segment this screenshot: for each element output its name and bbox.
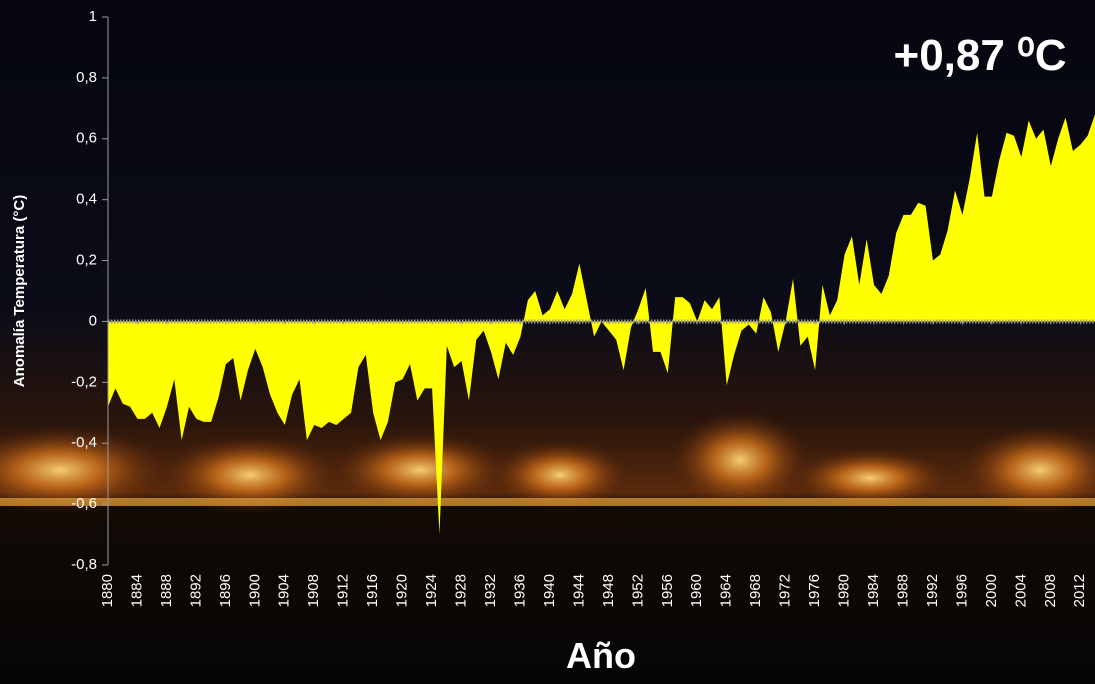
x-tick-label: 1968 (747, 574, 764, 607)
y-tick-label: 0 (89, 312, 97, 329)
x-tick-label: 1984 (865, 574, 882, 607)
x-tick-label: 1976 (806, 574, 823, 607)
x-tick-label: 1932 (482, 574, 499, 607)
x-tick-label: 1972 (777, 574, 794, 607)
x-tick-label: 2008 (1042, 574, 1059, 607)
x-tick-label: 1924 (423, 574, 440, 607)
y-tick-label: -0,4 (71, 434, 97, 451)
x-tick-label: 2004 (1012, 574, 1029, 607)
y-tick-label: 0,4 (76, 191, 97, 208)
x-tick-label: 1884 (128, 574, 145, 607)
y-tick-label: 1 (89, 8, 97, 25)
x-tick-label: 1944 (570, 574, 587, 607)
x-tick-label: 1892 (187, 574, 204, 607)
x-axis-title: Año (566, 635, 636, 676)
x-tick-label: 1888 (158, 574, 175, 607)
x-tick-label: 1992 (924, 574, 941, 607)
x-tick-label: 1920 (394, 574, 411, 607)
x-tick-label: 2012 (1071, 574, 1088, 607)
x-tick-label: 1928 (453, 574, 470, 607)
area (108, 114, 1095, 535)
x-tick-label: 1996 (953, 574, 970, 607)
x-tick-label: 1900 (246, 574, 263, 607)
x-tick-label: 2000 (983, 574, 1000, 607)
x-tick-label: 1956 (659, 574, 676, 607)
fire-glow (0, 410, 1095, 515)
x-tick-label: 1880 (99, 574, 116, 607)
annotation: +0,87 ⁰C (894, 31, 1067, 80)
y-tick-label: -0,6 (71, 495, 97, 512)
x-tick-label: 1908 (305, 574, 322, 607)
x-tick-label: 1940 (541, 574, 558, 607)
x-tick-label: 1936 (511, 574, 528, 607)
y-tick-label: -0,2 (71, 373, 97, 390)
x-tick-label: 1980 (836, 574, 853, 607)
x-tick-label: 1912 (335, 574, 352, 607)
y-tick-label: 0,6 (76, 130, 97, 147)
y-axis-title: Anomalía Temperatura (°C) (11, 195, 28, 387)
x-tick-label: 1896 (217, 574, 234, 607)
x-tick-label: 1904 (276, 574, 293, 607)
y-tick-label: 0,2 (76, 252, 97, 269)
x-tick-label: 1964 (718, 574, 735, 607)
x-tick-label: 1916 (364, 574, 381, 607)
x-tick-label: 1960 (688, 574, 705, 607)
y-tick-label: -0,8 (71, 556, 97, 573)
x-tick-label: 1948 (600, 574, 617, 607)
x-tick-label: 1952 (629, 574, 646, 607)
y-tick-label: 0,8 (76, 69, 97, 86)
x-tick-label: 1988 (894, 574, 911, 607)
